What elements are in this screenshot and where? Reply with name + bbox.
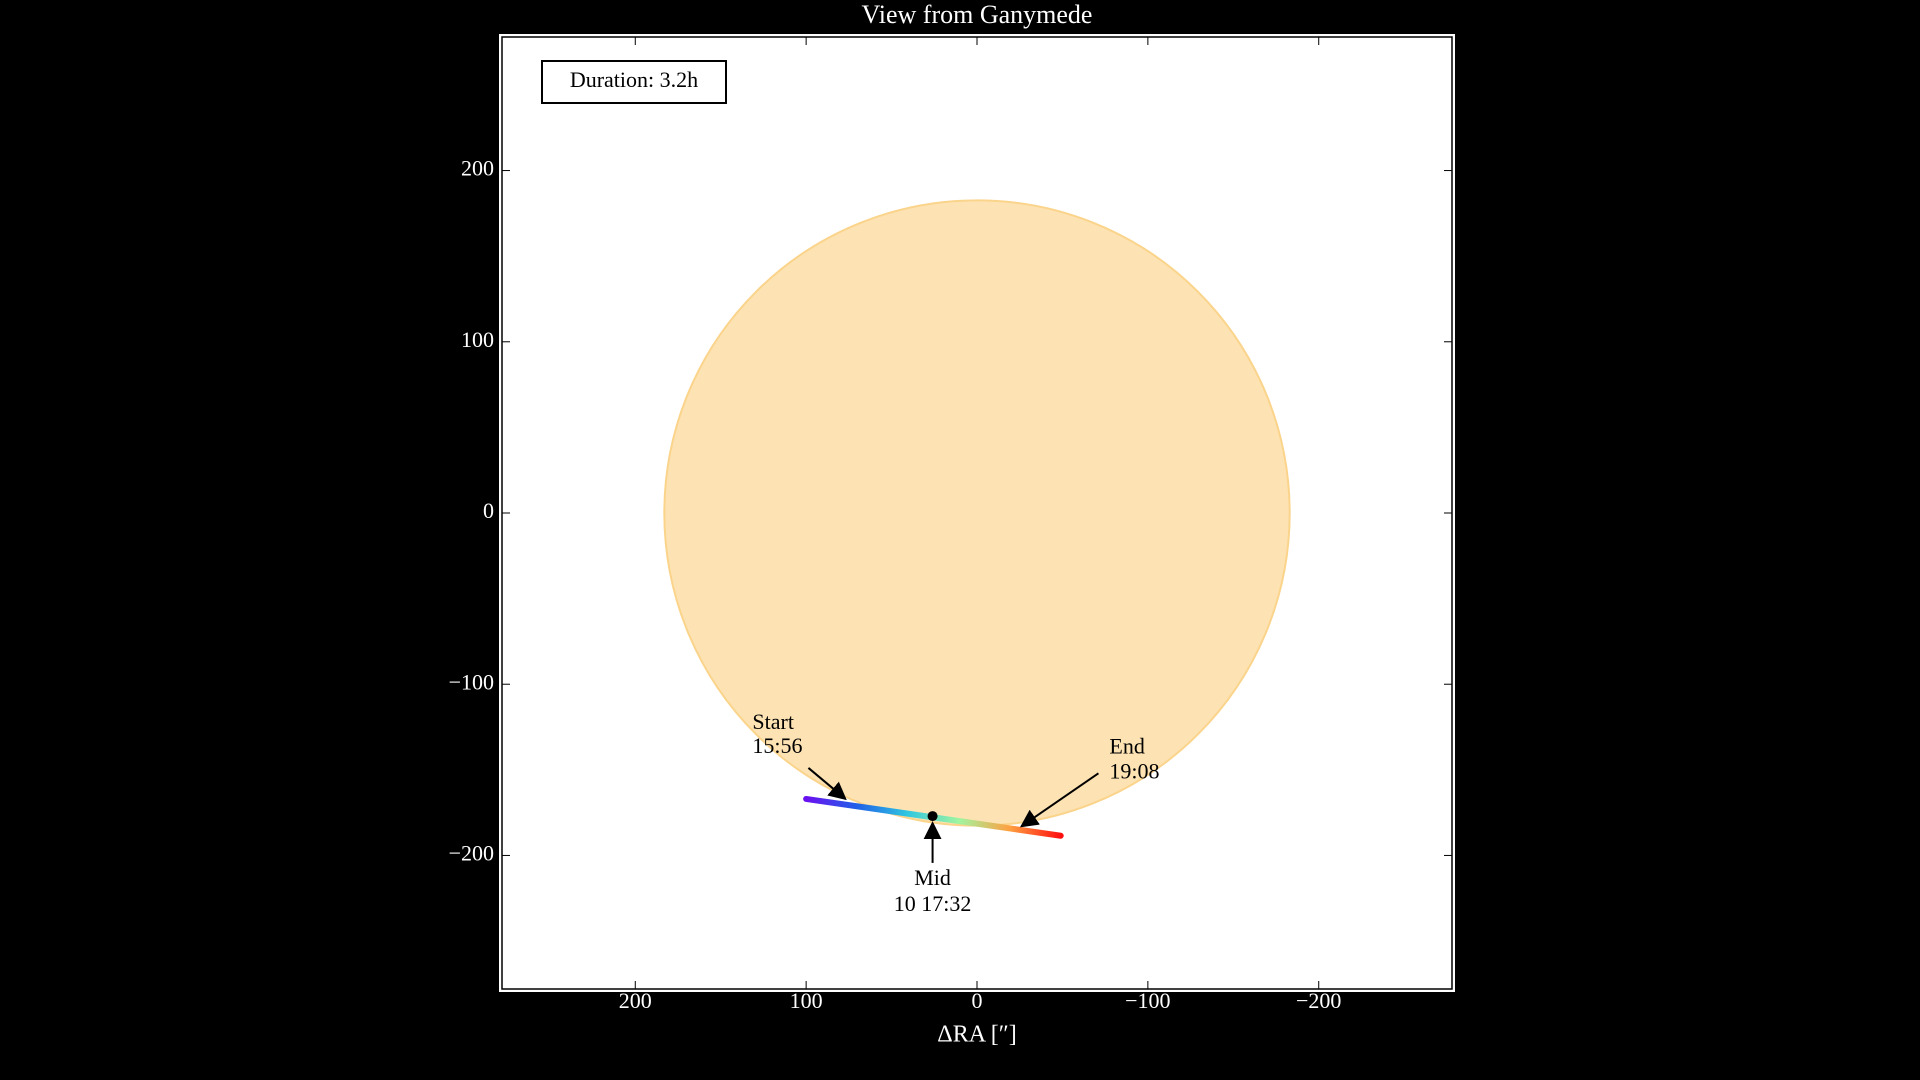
x-axis-label: ΔRA [″] bbox=[937, 1022, 1016, 1048]
info-box bbox=[541, 60, 727, 104]
annotation-text: Mid bbox=[914, 865, 951, 890]
mid-point bbox=[927, 811, 938, 822]
x-tick-label: 0 bbox=[972, 988, 983, 1013]
y-tick-label: −200 bbox=[449, 840, 494, 865]
x-tick-label: −200 bbox=[1296, 988, 1341, 1013]
y-tick-label: 100 bbox=[461, 327, 494, 352]
annotation-text: End bbox=[1109, 733, 1144, 758]
x-tick-label: −100 bbox=[1125, 988, 1170, 1013]
chart-title: View from Ganymede bbox=[862, 0, 1093, 29]
y-tick-label: −100 bbox=[449, 669, 494, 694]
y-tick-label: 200 bbox=[461, 156, 494, 181]
x-tick-label: 200 bbox=[619, 988, 652, 1013]
x-tick-label: 100 bbox=[790, 988, 823, 1013]
annotation-text: Start bbox=[752, 709, 794, 734]
y-tick-label: 0 bbox=[483, 498, 494, 523]
annotation-text: 19:08 bbox=[1109, 758, 1159, 783]
info-text: Duration: 3.2h bbox=[570, 67, 698, 92]
annotation-text: 10 17:32 bbox=[894, 891, 972, 916]
annotation-arrow bbox=[1019, 772, 1099, 828]
annotation-text: 15:56 bbox=[752, 733, 802, 758]
annotation-arrow bbox=[807, 767, 847, 801]
